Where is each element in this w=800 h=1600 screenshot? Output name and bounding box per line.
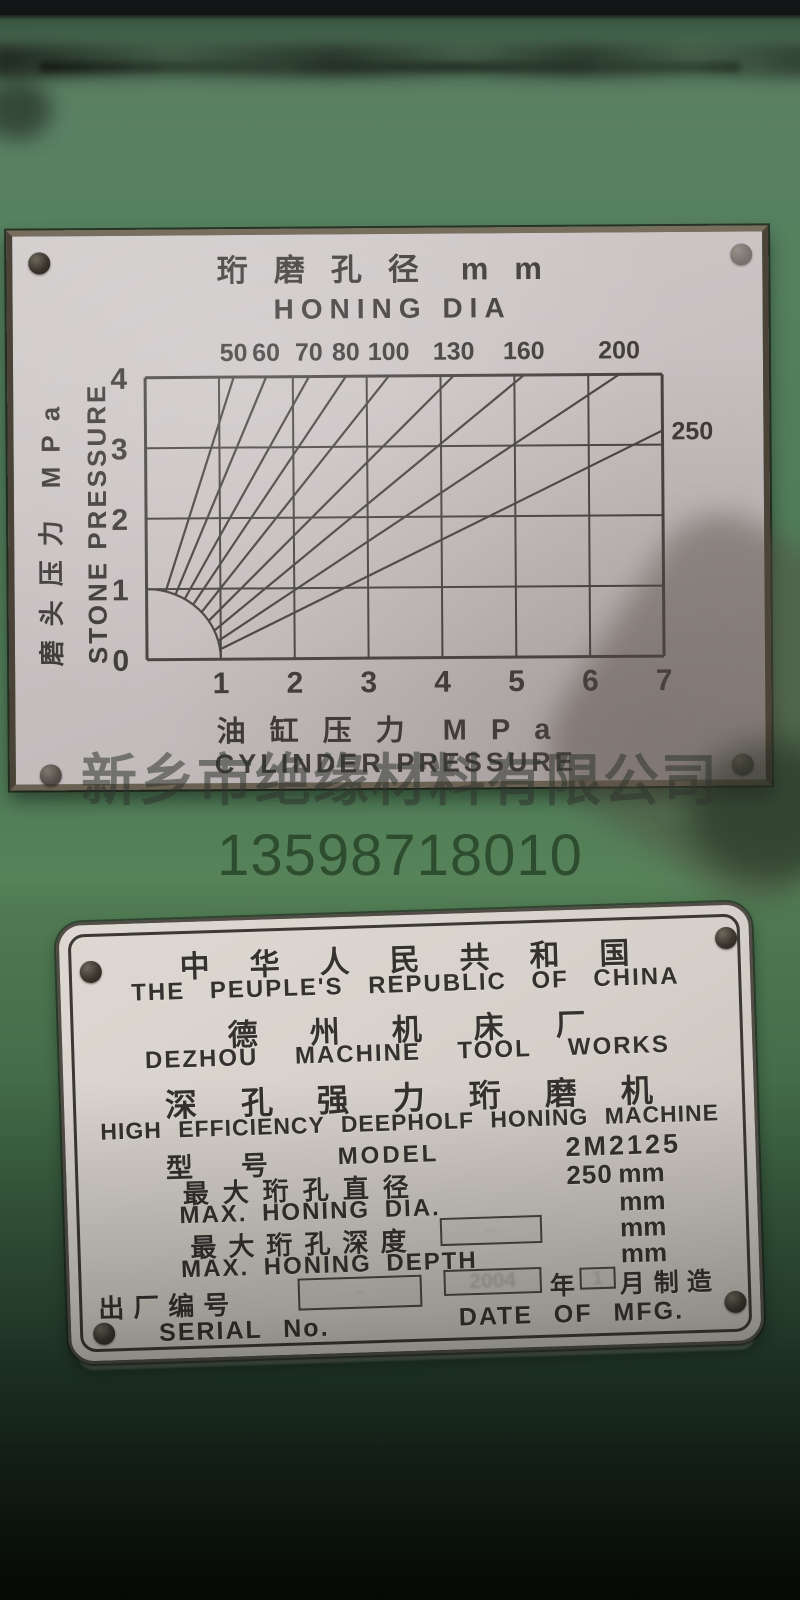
- grime-streak: [0, 44, 800, 78]
- chart-tick-label: 100: [368, 338, 410, 366]
- depth-stamp-faint: ~: [485, 1219, 497, 1241]
- plate-screw-bottom-left: [39, 764, 62, 787]
- chart-tick-label: 80: [332, 338, 360, 366]
- photo-top-dark-band: [0, 0, 800, 15]
- chart-tick-label: 3: [360, 666, 377, 699]
- made-label-cn: 制造: [653, 1267, 721, 1298]
- chart-tick-label: 1: [112, 574, 129, 607]
- chart-grid-and-lines: 50607080100130160200250123456701234: [110, 336, 713, 700]
- chart-tick-label: 70: [295, 338, 323, 366]
- year-stamp-value: 2004: [468, 1268, 517, 1294]
- chart-tick-label: 130: [433, 337, 475, 365]
- x-axis-label-cn: 油缸压力MPa: [217, 712, 575, 748]
- month-stamp-box: 1: [579, 1266, 616, 1290]
- manufacturer-nameplate: 中华人民共和国 THE PEUPLE'S REPUBLIC OF CHINA 德…: [55, 901, 765, 1365]
- depth-stamp-box: ~: [439, 1214, 543, 1247]
- chart-tick-label: 160: [503, 337, 545, 365]
- plate-screw-top-left: [28, 252, 51, 275]
- y-axis-label-cn: 磨头压力MPa: [35, 393, 67, 667]
- chart-title-en: HONING DIA: [274, 292, 512, 325]
- chart-tick-label: 2: [111, 504, 128, 537]
- chart-tick-label: 2: [286, 667, 303, 700]
- watermark-company-name: 新乡市绝缘材料有限公司: [81, 749, 719, 812]
- plate-screw-top-right: [730, 243, 753, 266]
- max-dia-value: 250: [565, 1158, 614, 1191]
- honing-pressure-chart: 珩磨孔径mm HONING DIA 磨头压力MPa STONE PRESSURE…: [35, 251, 713, 780]
- x-axis-label-en: CYLINDER PRESSURE: [215, 747, 577, 780]
- chart-tick-label: 1: [213, 667, 230, 700]
- grime-streak-dark: [40, 62, 740, 72]
- y-axis-label-en: STONE PRESSURE: [81, 383, 113, 665]
- watermark-phone-number: 13598718010: [217, 823, 583, 888]
- serial-label-en: SERIAL No.: [158, 1313, 330, 1347]
- chart-tick-label: 4: [110, 363, 127, 396]
- chart-tick-label: 60: [252, 339, 280, 367]
- serial-stamp-faint: ~: [354, 1281, 366, 1303]
- chart-tick-label: 7: [656, 664, 673, 697]
- grime-blotch: [0, 80, 52, 140]
- model-label-en: MODEL: [337, 1140, 440, 1171]
- chart-plate: 珩磨孔径mm HONING DIA 磨头压力MPa STONE PRESSURE…: [6, 225, 772, 791]
- chart-tick-label: 50: [220, 339, 248, 367]
- year-stamp-box: 2004: [443, 1266, 543, 1297]
- chart-title-cn: 珩磨孔径mm: [217, 251, 568, 288]
- chart-tick-label: 250: [671, 417, 713, 445]
- chart-tick-label: 0: [112, 645, 129, 678]
- month-label-cn: 月: [619, 1269, 646, 1299]
- serial-stamp-box: ~: [297, 1274, 423, 1311]
- chart-tick-label: 200: [598, 336, 640, 364]
- chart-tick-label: 5: [508, 665, 525, 698]
- chart-tick-label: 4: [434, 666, 451, 699]
- year-label-cn: 年: [549, 1271, 576, 1301]
- chart-tick-label: 6: [582, 665, 599, 698]
- month-stamp-value: 1: [592, 1267, 603, 1288]
- chart-tick-label: 3: [111, 433, 128, 466]
